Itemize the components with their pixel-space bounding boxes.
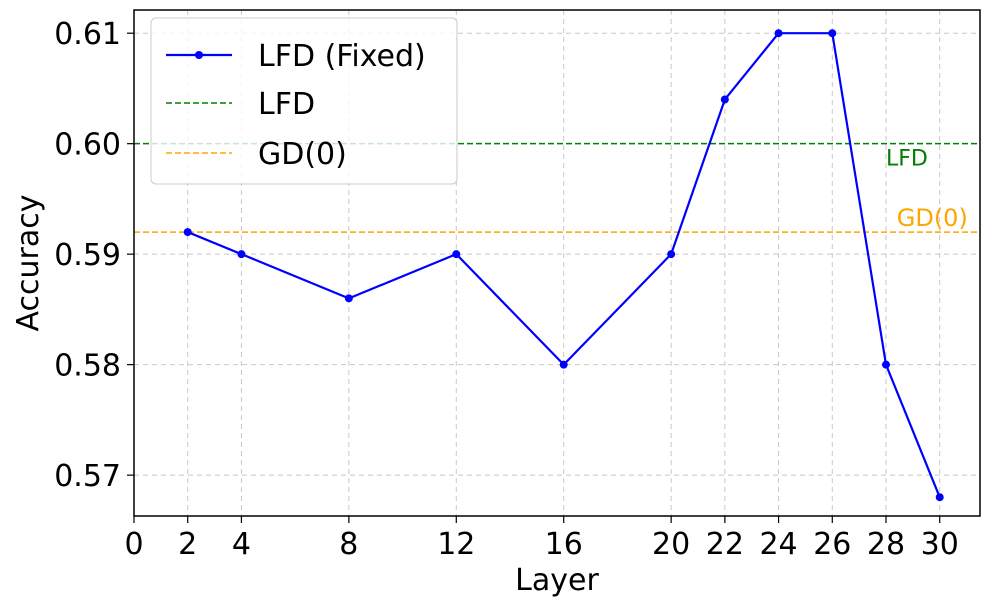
x-tick-label: 12 [437, 527, 475, 562]
x-tick-label: 4 [232, 527, 251, 562]
data-point [774, 29, 783, 38]
y-tick-label: 0.60 [54, 128, 121, 163]
data-point [935, 493, 944, 502]
legend: LFD (Fixed) LFD GD(0) [150, 17, 458, 185]
x-tick-label: 8 [339, 527, 358, 562]
x-tick-label: 2 [178, 527, 197, 562]
series-layer [183, 29, 944, 502]
data-point [667, 250, 676, 259]
plot-frame [133, 9, 981, 517]
x-tick-label: 22 [706, 527, 744, 562]
reference-line-annotation: LFD [886, 147, 928, 172]
legend-box [150, 17, 458, 185]
data-point [183, 228, 192, 237]
axes: 0 2 4 8 12 16 20 22 24 26 28 300.570.580.590.600.61 [54, 17, 959, 562]
data-point [344, 294, 353, 303]
data-point [237, 250, 246, 259]
data-point [828, 29, 837, 38]
reference-line-annotation: GD(0) [897, 204, 968, 232]
y-tick-label: 0.59 [54, 238, 121, 273]
legend-marker-swatch [195, 51, 203, 59]
data-point [882, 360, 890, 369]
legend-entry-label: GD(0) [258, 137, 347, 172]
x-tick-label: 24 [759, 527, 797, 562]
x-tick-label: 26 [813, 527, 851, 562]
annotations: LFD GD(0) [886, 147, 968, 232]
y-tick-label: 0.61 [54, 17, 121, 52]
x-axis-label: Layer [515, 563, 599, 598]
x-tick-label: 20 [652, 527, 690, 562]
y-tick-label: 0.58 [54, 349, 121, 384]
x-tick-label: 0 [124, 527, 143, 562]
data-point [720, 95, 729, 104]
y-tick-label: 0.57 [54, 459, 121, 494]
data-point [452, 250, 461, 259]
data-point [559, 360, 568, 369]
x-tick-label: 30 [921, 527, 959, 562]
legend-entry-label: LFD (Fixed) [258, 39, 426, 74]
y-axis-label: Accuracy [11, 195, 46, 332]
x-tick-label: 28 [867, 527, 905, 562]
legend-entry-label: LFD [258, 87, 315, 122]
x-tick-label: 16 [545, 527, 583, 562]
